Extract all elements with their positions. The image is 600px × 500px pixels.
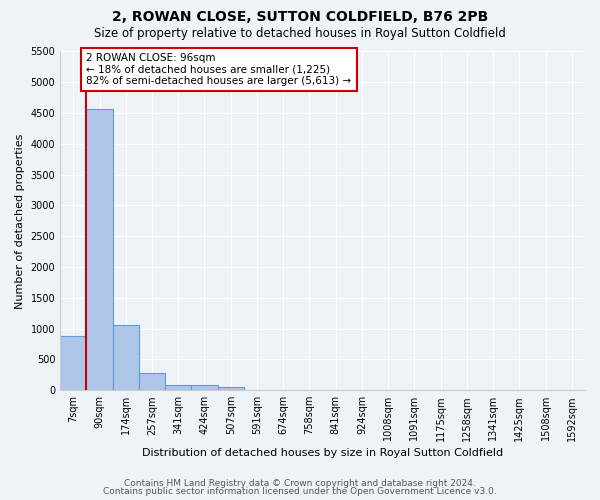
- Bar: [191, 386, 218, 390]
- Text: 2 ROWAN CLOSE: 96sqm
← 18% of detached houses are smaller (1,225)
82% of semi-de: 2 ROWAN CLOSE: 96sqm ← 18% of detached h…: [86, 52, 352, 86]
- Bar: [139, 373, 165, 390]
- Bar: [165, 384, 191, 390]
- Bar: [113, 325, 139, 390]
- Y-axis label: Number of detached properties: Number of detached properties: [15, 133, 25, 308]
- Bar: [86, 110, 113, 390]
- Text: Size of property relative to detached houses in Royal Sutton Coldfield: Size of property relative to detached ho…: [94, 28, 506, 40]
- Text: 2, ROWAN CLOSE, SUTTON COLDFIELD, B76 2PB: 2, ROWAN CLOSE, SUTTON COLDFIELD, B76 2P…: [112, 10, 488, 24]
- Bar: [218, 387, 244, 390]
- Bar: [60, 336, 86, 390]
- X-axis label: Distribution of detached houses by size in Royal Sutton Coldfield: Distribution of detached houses by size …: [142, 448, 503, 458]
- Text: Contains HM Land Registry data © Crown copyright and database right 2024.: Contains HM Land Registry data © Crown c…: [124, 478, 476, 488]
- Text: Contains public sector information licensed under the Open Government Licence v3: Contains public sector information licen…: [103, 487, 497, 496]
